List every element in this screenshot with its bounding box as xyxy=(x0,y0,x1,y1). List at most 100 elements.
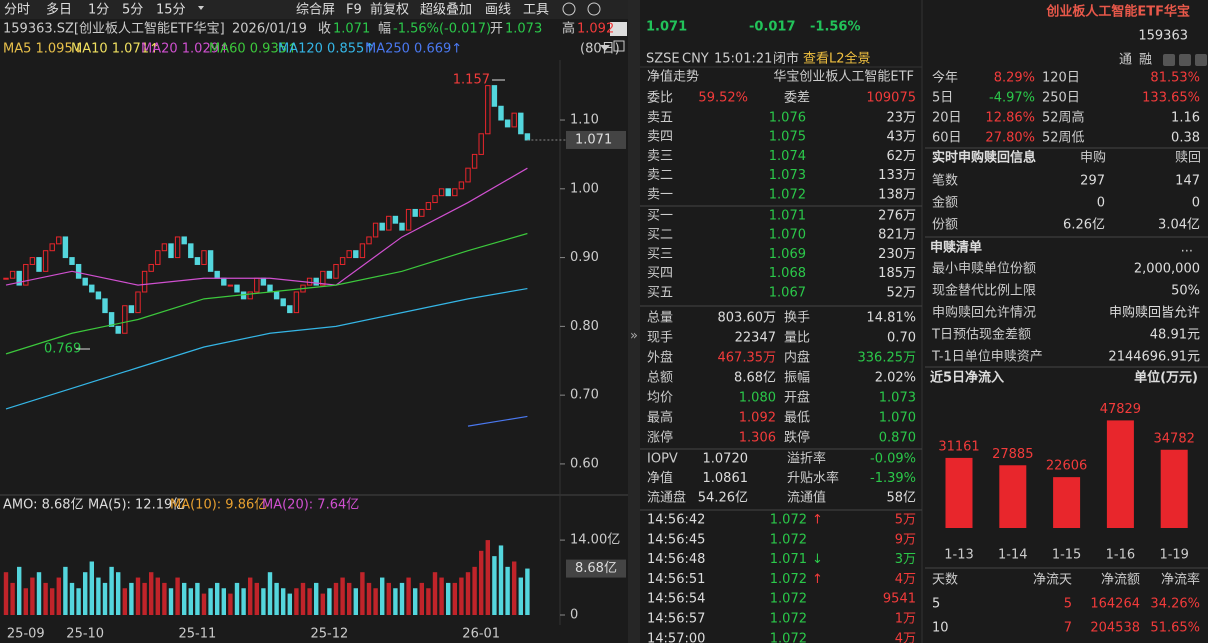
label: 14:56:45 xyxy=(647,532,705,547)
label: 委比 xyxy=(647,91,673,106)
label: 跌停 xyxy=(784,430,810,446)
candle-body xyxy=(234,284,240,293)
toolbar-button[interactable]: 前复权 xyxy=(370,2,409,18)
toolbar-button[interactable]: 画线 xyxy=(485,3,511,18)
volume-bar xyxy=(96,577,101,615)
table-cell: 5 xyxy=(1064,597,1072,612)
fund-name: 创业板人工智能ETF华宝 xyxy=(1045,4,1190,20)
volume-bar xyxy=(56,577,61,615)
flow-bar xyxy=(1053,477,1081,528)
label: 14:57:00 xyxy=(647,631,705,643)
volume-bar xyxy=(36,572,42,615)
candle-body xyxy=(148,263,154,272)
period-arrow[interactable] xyxy=(600,45,610,51)
toolbar-button[interactable]: 超级叠加 xyxy=(420,3,472,18)
label: 委差 xyxy=(784,91,810,106)
label: 1.080 xyxy=(739,391,776,406)
order-level: 买五 xyxy=(647,285,673,300)
candle-body xyxy=(49,243,55,252)
order-level: 买二 xyxy=(647,228,673,243)
label: 总额 xyxy=(647,371,673,386)
label: 4万 xyxy=(895,572,916,587)
toolbar-tab[interactable]: 多日 xyxy=(46,2,72,18)
label: 14.81% xyxy=(866,311,916,326)
data-label: 47829 xyxy=(1100,402,1141,417)
label: -0.09% xyxy=(870,452,916,467)
ma-legend: MA20 1.029↑ xyxy=(141,42,230,57)
order-level: 卖五 xyxy=(647,111,673,126)
label: 1.0861 xyxy=(703,471,749,486)
volume-bar xyxy=(459,577,464,615)
candle-body xyxy=(221,277,227,286)
label: 803.60万 xyxy=(718,311,777,326)
settings-icon[interactable] xyxy=(562,2,576,16)
toolbar-button[interactable]: 综合屏 xyxy=(296,3,335,18)
change: -0.017 xyxy=(749,20,796,35)
toolbar-tab[interactable]: 分时 xyxy=(4,3,30,18)
label: 1.072 xyxy=(770,631,807,643)
candle-body xyxy=(353,250,359,259)
wp-icon[interactable] xyxy=(610,22,627,36)
tool-icon[interactable] xyxy=(1195,54,1207,66)
toolbar-tab[interactable]: 1分 xyxy=(88,3,109,18)
label: 申购赎回允许情况 xyxy=(932,305,1036,321)
label: 开盘 xyxy=(784,390,810,406)
order-volume: 52万 xyxy=(886,285,916,300)
candle-body xyxy=(75,263,82,279)
help-icon[interactable] xyxy=(587,2,601,16)
toolbar-tab[interactable]: 15分 xyxy=(156,3,186,18)
label: 0 xyxy=(1097,196,1105,211)
quote-value: 1.092 xyxy=(577,22,614,37)
label[interactable]: ... xyxy=(1181,241,1193,256)
volume-bar xyxy=(175,577,180,615)
volume-bar xyxy=(399,582,405,615)
volume-bar xyxy=(426,588,431,615)
l2-link[interactable]: 查看L2全景 xyxy=(803,51,871,67)
volume-bar xyxy=(498,545,504,615)
label: 最小申赎单位份额 xyxy=(932,262,1036,277)
label: 120日 xyxy=(1042,71,1080,86)
x-tick-label: 1-14 xyxy=(998,548,1028,563)
label: 14:56:51 xyxy=(647,572,705,587)
volume-bar xyxy=(182,582,187,615)
x-tick-label: 25-12 xyxy=(311,627,349,642)
label: 297 xyxy=(1080,174,1105,189)
tool-icon[interactable] xyxy=(1179,54,1191,66)
label: T日预估现金差额 xyxy=(931,327,1031,343)
x-tick-label: 25-11 xyxy=(179,627,217,642)
order-volume: 133万 xyxy=(878,168,916,183)
y-tick-label: 0.80 xyxy=(570,319,599,334)
lock-icon[interactable] xyxy=(613,40,625,52)
label: 48.91元 xyxy=(1150,328,1200,343)
tool-icon[interactable] xyxy=(1163,54,1175,66)
toolbar-button[interactable]: F9 xyxy=(346,3,362,18)
label: 5日 xyxy=(932,91,953,106)
volume-bar xyxy=(89,561,94,615)
candle-body xyxy=(485,85,491,135)
unit: 单位(万元) xyxy=(1134,370,1198,386)
fund-code: 159363 xyxy=(1138,29,1188,44)
order-level: 买一 xyxy=(647,209,673,224)
candle-body xyxy=(287,305,293,314)
data-label: 22606 xyxy=(1046,459,1087,474)
volume-bar xyxy=(221,588,226,615)
collapse-icon[interactable]: » xyxy=(630,329,638,344)
label: 0.70 xyxy=(887,331,916,346)
toolbar-button[interactable]: 工具 xyxy=(523,3,549,18)
dropdown-icon[interactable] xyxy=(198,6,204,10)
volume-bar xyxy=(234,582,240,615)
candle-body xyxy=(69,257,75,265)
label: 流通值 xyxy=(787,490,826,506)
ma-line xyxy=(5,232,528,355)
flow-bar xyxy=(1106,420,1134,528)
volume-bar xyxy=(360,572,365,615)
volume-bar xyxy=(168,588,174,615)
label: 1.306 xyxy=(739,431,776,446)
volume-bar xyxy=(300,582,306,615)
low-annotation: 0.769 xyxy=(44,342,81,357)
x-tick-label: 25-09 xyxy=(7,627,45,642)
order-level: 卖一 xyxy=(647,187,673,202)
candle-body xyxy=(320,270,326,286)
flow-bar xyxy=(945,457,973,528)
toolbar-tab[interactable]: 5分 xyxy=(122,3,143,18)
